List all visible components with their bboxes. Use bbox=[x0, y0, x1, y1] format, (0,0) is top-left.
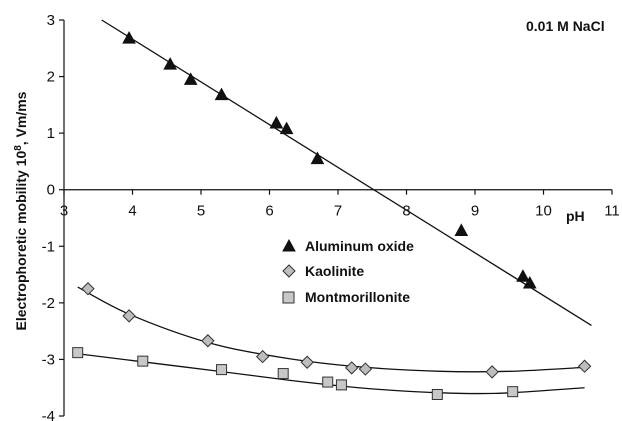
legend-label-kaolinite: Kaolinite bbox=[305, 263, 364, 279]
diamond-marker bbox=[255, 349, 270, 364]
triangle-marker bbox=[122, 31, 136, 44]
y-tick-label: 3 bbox=[47, 12, 55, 29]
legend: Aluminum oxide Kaolinite Montmorillonite bbox=[282, 238, 414, 305]
y-tick-label: 1 bbox=[47, 125, 55, 142]
x-tick-label: 4 bbox=[128, 203, 136, 220]
x-tick-label: 9 bbox=[471, 203, 479, 220]
triangle-marker bbox=[279, 121, 294, 135]
x-tick-label: 5 bbox=[197, 203, 205, 220]
x-tick-label: 6 bbox=[265, 203, 273, 220]
diamond-marker bbox=[81, 282, 95, 296]
y-tick-label: -4 bbox=[42, 408, 55, 421]
fit-line-aluminum-oxide bbox=[101, 19, 592, 327]
triangle-marker bbox=[269, 115, 284, 129]
legend-label-aluminum-oxide: Aluminum oxide bbox=[305, 238, 414, 254]
annotation-label: 0.01 M NaCl bbox=[526, 18, 605, 34]
square-marker bbox=[216, 364, 228, 376]
square-marker bbox=[137, 355, 149, 367]
y-tick-label: -2 bbox=[42, 295, 55, 312]
x-tick-label: 10 bbox=[535, 203, 552, 220]
square-marker bbox=[335, 379, 347, 391]
y-axis-title-exponent: 8 bbox=[13, 145, 24, 151]
fit-curve-kaolinite bbox=[77, 286, 585, 373]
legend-label-montmorillonite: Montmorillonite bbox=[305, 289, 410, 305]
triangle-marker bbox=[163, 57, 178, 70]
y-tick-label: 2 bbox=[47, 69, 55, 86]
diamond-marker bbox=[358, 362, 373, 376]
x-tick-label: 8 bbox=[402, 203, 410, 220]
triangle-marker bbox=[183, 72, 198, 85]
x-tick-label: 3 bbox=[60, 203, 68, 220]
diamond-marker bbox=[122, 309, 136, 323]
y-axis-title-unit: , Vm/ms bbox=[13, 91, 29, 145]
square-marker bbox=[322, 376, 334, 388]
diamond-marker bbox=[485, 365, 499, 379]
triangle-marker bbox=[516, 269, 530, 282]
triangle-marker bbox=[522, 276, 537, 289]
y-axis-title: Electrophoretic mobility 108, Vm/ms bbox=[13, 91, 29, 330]
legend-triangle-icon bbox=[282, 238, 296, 252]
y-tick-label: 0 bbox=[47, 182, 55, 199]
x-axis-title: pH bbox=[566, 208, 585, 224]
square-marker bbox=[277, 368, 289, 380]
triangle-marker bbox=[454, 223, 469, 236]
x-tick-label: 7 bbox=[334, 203, 342, 220]
triangle-marker bbox=[310, 151, 325, 165]
legend-diamond-icon bbox=[282, 264, 296, 278]
x-tick-label: 11 bbox=[604, 203, 620, 220]
triangle-marker bbox=[214, 87, 229, 101]
diamond-marker bbox=[344, 361, 359, 375]
diamond-marker bbox=[577, 359, 592, 373]
data-marks bbox=[72, 31, 592, 401]
y-axis-title-main: Electrophoretic mobility 10 bbox=[13, 151, 29, 331]
y-tick-label: -3 bbox=[42, 351, 55, 368]
diamond-marker bbox=[300, 355, 314, 369]
legend-square-icon bbox=[282, 291, 295, 304]
square-marker bbox=[507, 386, 519, 398]
square-marker bbox=[72, 347, 84, 359]
y-tick-label: -1 bbox=[42, 238, 55, 255]
square-marker bbox=[431, 389, 443, 401]
diamond-marker bbox=[201, 334, 215, 348]
